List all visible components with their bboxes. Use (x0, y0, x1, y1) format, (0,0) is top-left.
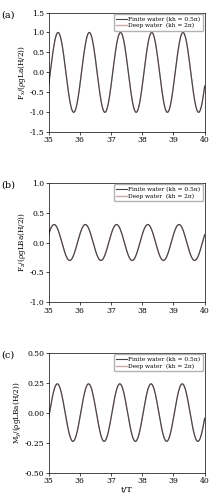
Deep water  (kh = 2π) (114, 50, 116, 56)
Deep water  (kh = 2π) (200, 102, 203, 108)
Finite water (kh = 0.5π) (47, 232, 50, 237)
Deep water  (kh = 2π) (72, 438, 74, 444)
Finite water (kh = 0.5π) (56, 381, 59, 387)
Deep water  (kh = 2π) (65, 254, 68, 260)
Deep water  (kh = 2π) (74, 246, 77, 252)
X-axis label: t/T: t/T (121, 486, 133, 494)
Deep water  (kh = 2π) (184, 32, 186, 38)
Finite water (kh = 0.5π) (184, 32, 186, 38)
Line: Deep water  (kh = 2π): Deep water (kh = 2π) (49, 224, 205, 260)
Legend: Finite water (kh = 0.5π), Deep water  (kh = 2π): Finite water (kh = 0.5π), Deep water (kh… (114, 354, 203, 371)
Finite water (kh = 0.5π) (74, 246, 77, 252)
Deep water  (kh = 2π) (114, 392, 116, 398)
Deep water  (kh = 2π) (203, 416, 206, 422)
Deep water  (kh = 2π) (47, 83, 50, 89)
Finite water (kh = 0.5π) (203, 83, 206, 89)
Text: (c): (c) (2, 350, 15, 360)
Deep water  (kh = 2π) (184, 232, 186, 238)
Y-axis label: M$_y$/(ρgLBa(H/2)): M$_y$/(ρgLBa(H/2)) (12, 382, 23, 444)
Finite water (kh = 0.5π) (107, 100, 110, 105)
Deep water  (kh = 2π) (184, 385, 186, 391)
Finite water (kh = 0.5π) (200, 102, 203, 108)
Line: Deep water  (kh = 2π): Deep water (kh = 2π) (49, 32, 205, 112)
Deep water  (kh = 2π) (107, 428, 110, 434)
Finite water (kh = 0.5π) (184, 385, 186, 391)
Finite water (kh = 0.5π) (200, 430, 203, 436)
Finite water (kh = 0.5π) (107, 428, 110, 434)
Y-axis label: F$_x$/(ρgLa(H/2)): F$_x$/(ρgLa(H/2)) (16, 45, 28, 100)
Line: Finite water (kh = 0.5π): Finite water (kh = 0.5π) (49, 32, 205, 112)
Finite water (kh = 0.5π) (74, 434, 77, 440)
Deep water  (kh = 2π) (119, 30, 122, 36)
Finite water (kh = 0.5π) (193, 258, 196, 264)
Finite water (kh = 0.5π) (114, 222, 116, 228)
Finite water (kh = 0.5π) (114, 392, 116, 398)
Deep water  (kh = 2π) (104, 110, 106, 116)
Deep water  (kh = 2π) (203, 232, 206, 237)
Legend: Finite water (kh = 0.5π), Deep water  (kh = 2π): Finite water (kh = 0.5π), Deep water (kh… (114, 14, 203, 31)
Deep water  (kh = 2π) (47, 416, 50, 422)
Deep water  (kh = 2π) (203, 83, 206, 89)
Deep water  (kh = 2π) (65, 417, 68, 423)
Text: (b): (b) (2, 180, 16, 189)
Finite water (kh = 0.5π) (203, 416, 206, 422)
Deep water  (kh = 2π) (56, 381, 59, 387)
Deep water  (kh = 2π) (200, 430, 203, 436)
Finite water (kh = 0.5π) (65, 73, 68, 79)
Finite water (kh = 0.5π) (114, 50, 116, 56)
Finite water (kh = 0.5π) (47, 416, 50, 422)
Deep water  (kh = 2π) (114, 222, 116, 228)
Finite water (kh = 0.5π) (184, 232, 186, 238)
Deep water  (kh = 2π) (65, 73, 68, 79)
Finite water (kh = 0.5π) (65, 254, 68, 260)
Finite water (kh = 0.5π) (72, 438, 74, 444)
Finite water (kh = 0.5π) (107, 240, 110, 246)
Finite water (kh = 0.5π) (74, 106, 77, 112)
Finite water (kh = 0.5π) (104, 110, 106, 116)
Line: Deep water  (kh = 2π): Deep water (kh = 2π) (49, 384, 205, 442)
Finite water (kh = 0.5π) (203, 232, 206, 237)
Text: (a): (a) (2, 10, 15, 19)
Line: Finite water (kh = 0.5π): Finite water (kh = 0.5π) (49, 384, 205, 442)
Finite water (kh = 0.5π) (119, 30, 122, 36)
Deep water  (kh = 2π) (107, 240, 110, 246)
Deep water  (kh = 2π) (200, 242, 203, 248)
Line: Finite water (kh = 0.5π): Finite water (kh = 0.5π) (49, 224, 205, 260)
Deep water  (kh = 2π) (47, 232, 50, 237)
Deep water  (kh = 2π) (53, 222, 55, 228)
Finite water (kh = 0.5π) (200, 242, 203, 248)
Finite water (kh = 0.5π) (47, 83, 50, 89)
Deep water  (kh = 2π) (193, 258, 196, 264)
Y-axis label: F$_z$/(ρgLBa(H/2)): F$_z$/(ρgLBa(H/2)) (16, 212, 28, 272)
Deep water  (kh = 2π) (107, 100, 110, 105)
Deep water  (kh = 2π) (74, 434, 77, 440)
Finite water (kh = 0.5π) (53, 222, 55, 228)
Legend: Finite water (kh = 0.5π), Deep water  (kh = 2π): Finite water (kh = 0.5π), Deep water (kh… (114, 184, 203, 201)
Deep water  (kh = 2π) (74, 106, 77, 112)
Finite water (kh = 0.5π) (65, 417, 68, 423)
